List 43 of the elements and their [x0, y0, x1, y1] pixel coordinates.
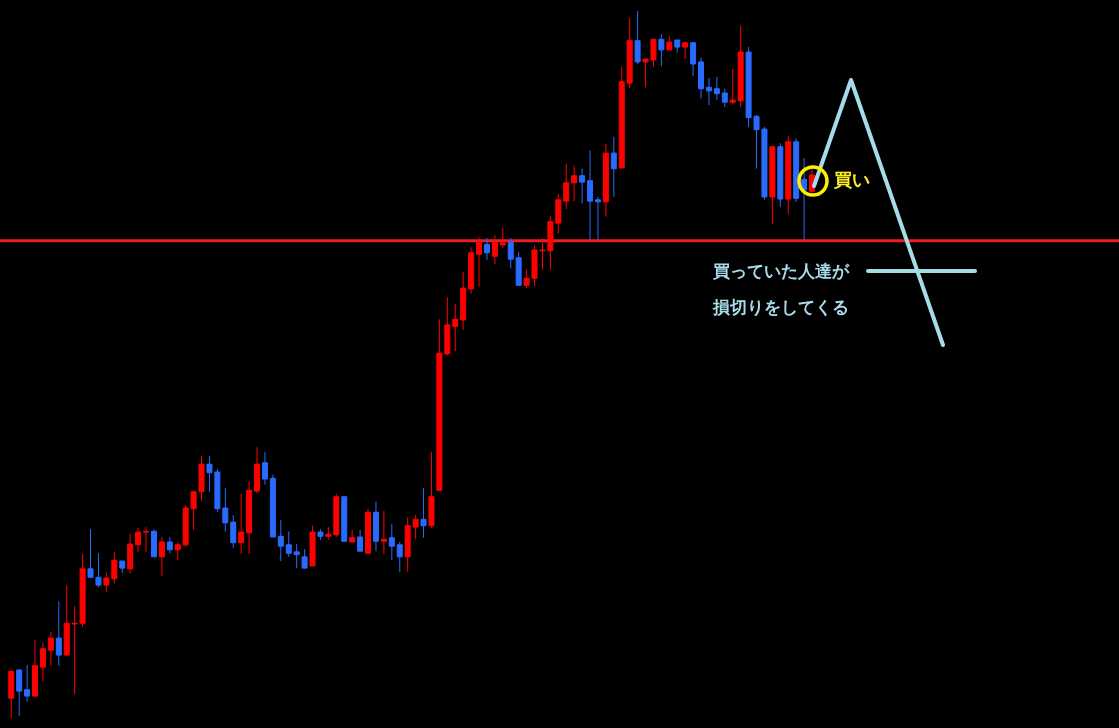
candlestick: [293, 543, 300, 569]
candlestick: [483, 237, 490, 261]
candlestick: [135, 527, 142, 553]
candlestick: [380, 510, 387, 555]
candlestick: [610, 136, 617, 198]
candlestick: [158, 536, 165, 577]
candlestick: [491, 234, 498, 265]
candlestick: [729, 68, 736, 105]
candlestick: [301, 548, 308, 569]
candlestick: [476, 236, 483, 288]
candlestick: [174, 541, 181, 561]
candlestick: [507, 237, 514, 269]
candlestick: [143, 526, 150, 553]
candlestick: [721, 88, 728, 108]
candlestick: [658, 33, 665, 67]
candlestick: [230, 514, 237, 549]
candlestick: [563, 163, 570, 210]
candlestick: [285, 530, 292, 558]
candlestick: [261, 451, 268, 486]
annotation: 損切りをしてくる: [712, 297, 849, 317]
candlestick: [277, 519, 284, 562]
candlestick: [39, 641, 46, 682]
candlestick: [499, 227, 506, 249]
candlestick: [690, 41, 697, 77]
candlestick: [420, 487, 427, 539]
candlestick: [396, 541, 403, 573]
annotation: 買っていた人達が: [712, 261, 850, 281]
candlestick: [571, 165, 578, 202]
candlestick: [55, 600, 62, 667]
candlestick: [16, 669, 23, 717]
candlestick: [713, 76, 720, 101]
candlestick: [388, 523, 395, 561]
candlestick: [452, 303, 459, 352]
candlestick: [634, 10, 641, 65]
candlestick: [47, 631, 54, 667]
candlestick: [24, 664, 31, 703]
candlestick: [705, 77, 712, 106]
text: 買い: [833, 169, 870, 190]
candlestick: [594, 196, 601, 241]
candlestick: [357, 529, 364, 553]
candlestick: [238, 493, 245, 555]
candlestick: [579, 168, 586, 204]
candlestick: [587, 149, 594, 241]
